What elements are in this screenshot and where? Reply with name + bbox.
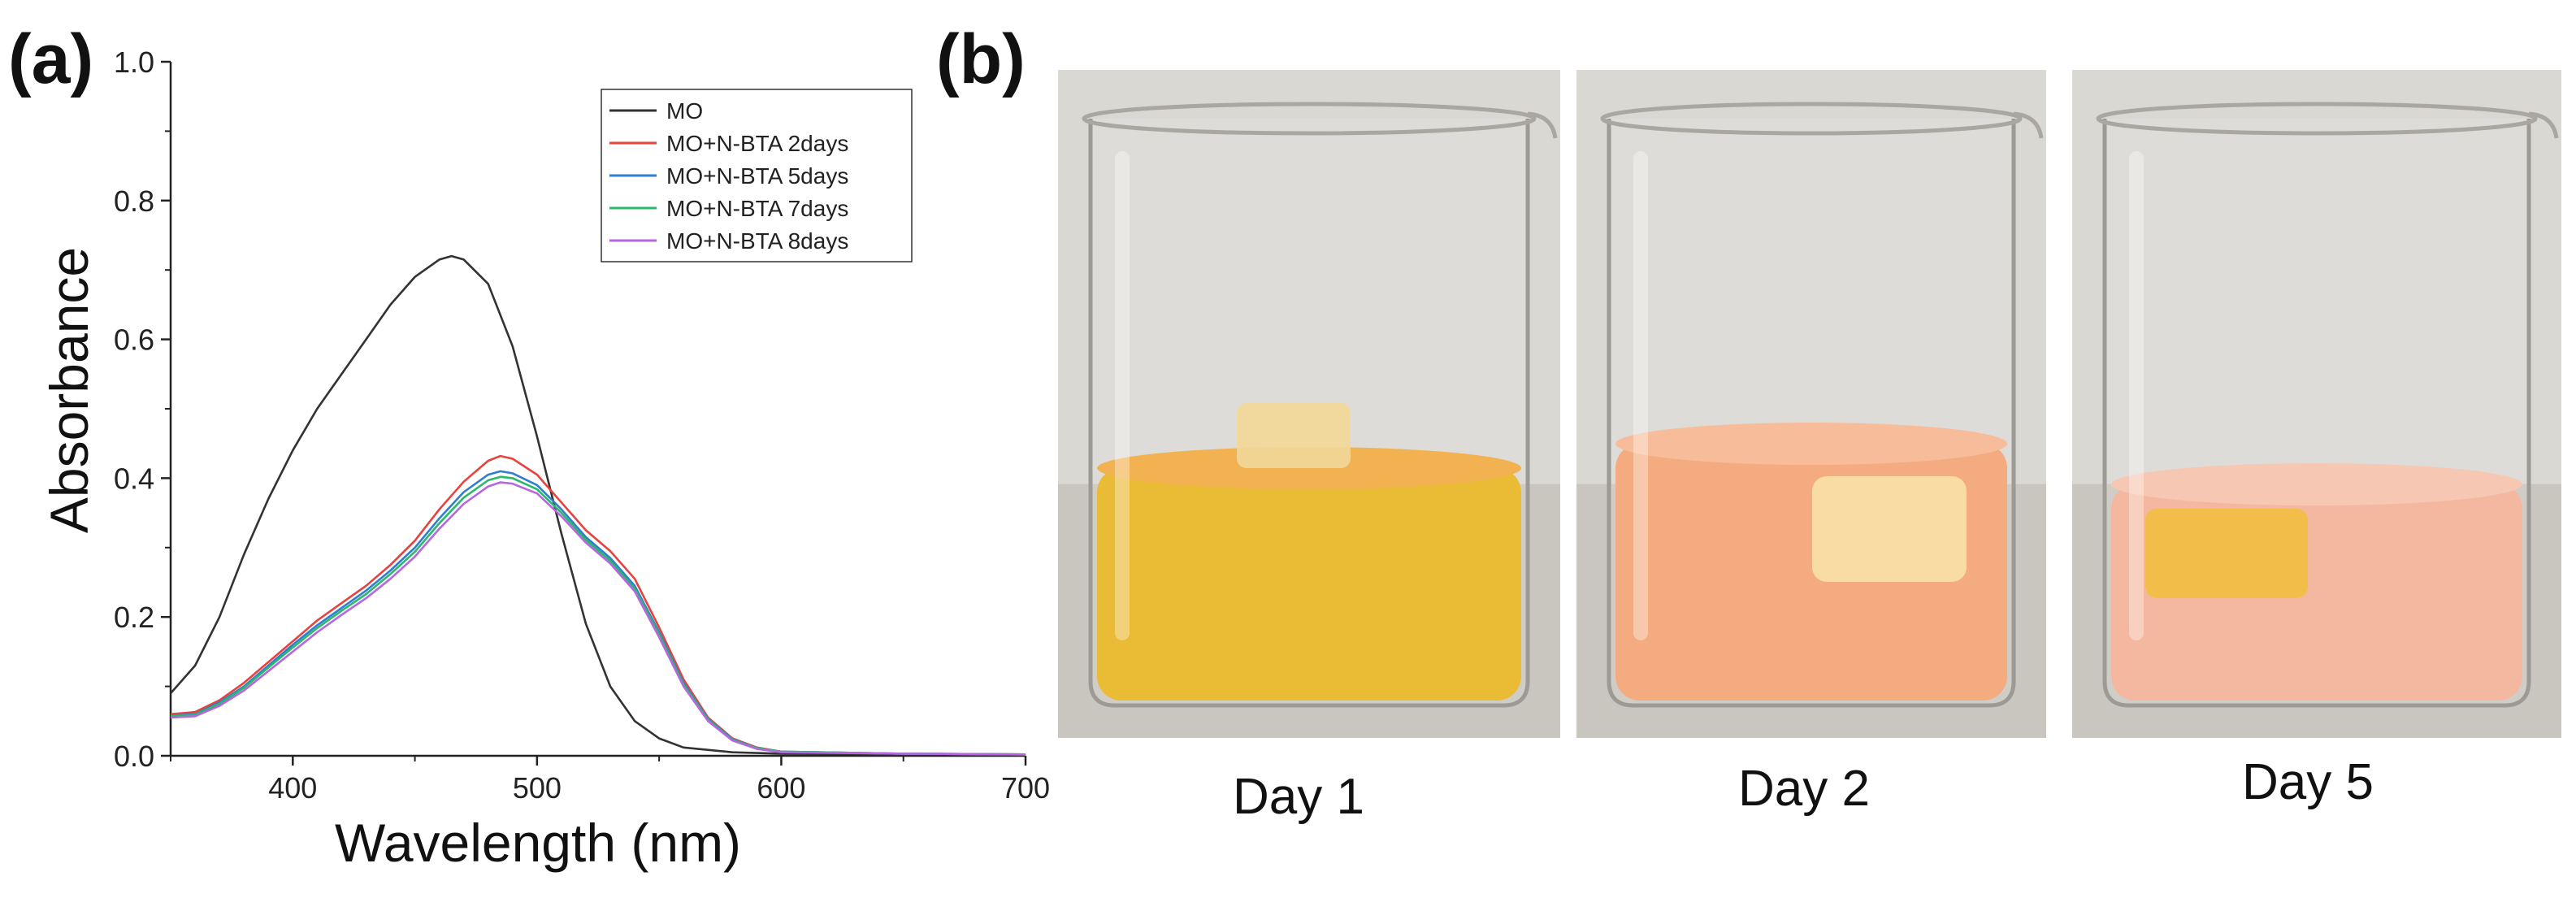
beaker-spout	[2528, 111, 2559, 139]
legend-entry-label: MO	[666, 98, 703, 124]
series-line-5	[170, 481, 1026, 756]
series-line-3	[170, 470, 1026, 756]
sample-piece	[2145, 509, 2308, 598]
chart-series-group	[170, 254, 1026, 757]
legend-entry-label: MO+N-BTA 2days	[666, 131, 848, 156]
sample-piece	[1812, 476, 1967, 582]
liquid-surface	[1615, 423, 2007, 465]
photo-caption-day-5: Day 5	[2242, 754, 2374, 810]
sample-piece	[1237, 403, 1351, 468]
y-tick-label: 1.0	[114, 46, 154, 79]
liquid	[1097, 468, 1521, 701]
beaker-spout	[2013, 111, 2044, 139]
beaker-rim	[2096, 102, 2538, 136]
x-tick-label: 600	[757, 771, 805, 805]
legend-entry-label: MO+N-BTA 5days	[666, 163, 848, 189]
beaker-glass	[1088, 119, 1530, 708]
panel-label-a: (a)	[8, 20, 94, 98]
glass-highlight	[1633, 151, 1648, 640]
liquid-surface	[2111, 463, 2522, 505]
series-line-1	[170, 254, 1026, 757]
y-axis-label: Absorbance	[39, 247, 99, 533]
y-tick-label: 0.0	[114, 740, 154, 773]
beaker-glass	[1607, 119, 2016, 708]
y-tick-label: 0.8	[114, 184, 154, 218]
x-tick-label: 400	[268, 771, 317, 805]
beaker-illustration	[2072, 70, 2561, 738]
x-tick-label: 500	[513, 771, 562, 805]
x-axis-label: Wavelength (nm)	[335, 813, 741, 873]
series-line-2	[170, 454, 1026, 756]
absorbance-chart: 0.0 0.2 0.4 0.6 0.8 1.0 400 500 600 700 MO MO+N-BT…	[39, 46, 1050, 873]
y-tick-label: 0.6	[114, 323, 154, 357]
photo-caption-day-1: Day 1	[1233, 769, 1364, 825]
panel-label-b: (b)	[936, 20, 1026, 98]
beaker-rim	[1600, 102, 2023, 136]
chart-legend: MO MO+N-BTA 2days MO+N-BTA 5days MO+N-BTA 7…	[601, 89, 913, 262]
beaker-photo-day-5	[2072, 70, 2561, 738]
beaker-illustration	[1058, 70, 1560, 738]
chart-axes: 0.0 0.2 0.4 0.6 0.8 1.0 400 500 600 700	[114, 46, 1050, 805]
y-tick-label: 0.4	[114, 462, 154, 495]
beaker-glass	[2102, 119, 2531, 708]
legend-entry-label: MO+N-BTA 7days	[666, 196, 848, 221]
beaker-photo-day-1	[1058, 70, 1560, 738]
x-tick-label: 700	[1001, 771, 1050, 805]
series-line-4	[170, 475, 1026, 756]
beaker-illustration	[1576, 70, 2046, 738]
y-tick-label: 0.2	[114, 601, 154, 634]
beaker-spout	[1527, 111, 1558, 139]
glass-highlight	[1115, 151, 1130, 640]
beaker-photo-day-2	[1576, 70, 2046, 738]
legend-entry-label: MO+N-BTA 8days	[666, 228, 848, 254]
glass-highlight	[2129, 151, 2144, 640]
photo-caption-day-2: Day 2	[1738, 761, 1870, 817]
beaker-rim	[1082, 102, 1537, 136]
